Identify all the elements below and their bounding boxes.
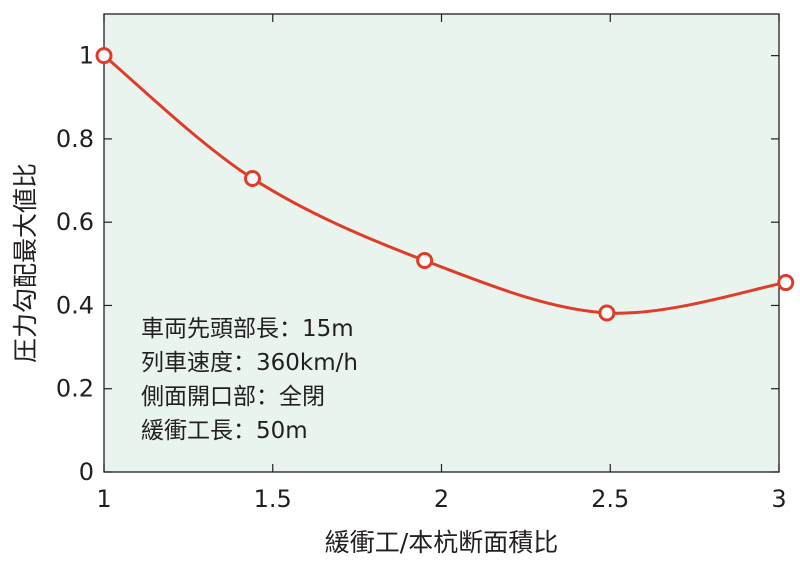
annotation-line: 緩衝工長：50m	[141, 418, 308, 444]
x-tick-label: 2.5	[591, 485, 629, 513]
x-tick-label: 2	[434, 485, 449, 513]
series-layer	[95, 47, 795, 322]
y-tick-label: 0.2	[56, 375, 94, 403]
x-tick-label: 1	[96, 485, 111, 513]
y-tick-label: 0.6	[56, 208, 94, 236]
annotation-line: 車両先頭部長：15m	[141, 316, 354, 342]
data-point	[416, 251, 434, 269]
data-point	[244, 169, 261, 187]
x-axis-label: 緩衝工/本杭断面積比	[325, 528, 558, 557]
data-point	[95, 47, 113, 65]
y-tick-label: 0.8	[56, 125, 94, 153]
y-tick-label: 0	[79, 458, 94, 486]
data-point	[598, 304, 616, 322]
plot-area	[103, 13, 780, 473]
annotation-line: 列車速度：360km/h	[141, 350, 358, 376]
y-tick-label: 0.4	[56, 291, 94, 319]
x-axis-ticks: 1 1.5 2 2.5 3	[96, 14, 787, 513]
x-tick-label: 3	[771, 485, 786, 513]
x-tick-label: 1.5	[254, 485, 292, 513]
y-axis-ticks: 0 0.2 0.4 0.6 0.8 1	[56, 42, 779, 486]
y-axis-label: 圧力勾配最大値比	[11, 163, 40, 363]
annotation-line: 側面開口部：全閉	[141, 384, 325, 410]
data-point	[777, 274, 795, 292]
y-tick-label: 1	[79, 42, 94, 70]
